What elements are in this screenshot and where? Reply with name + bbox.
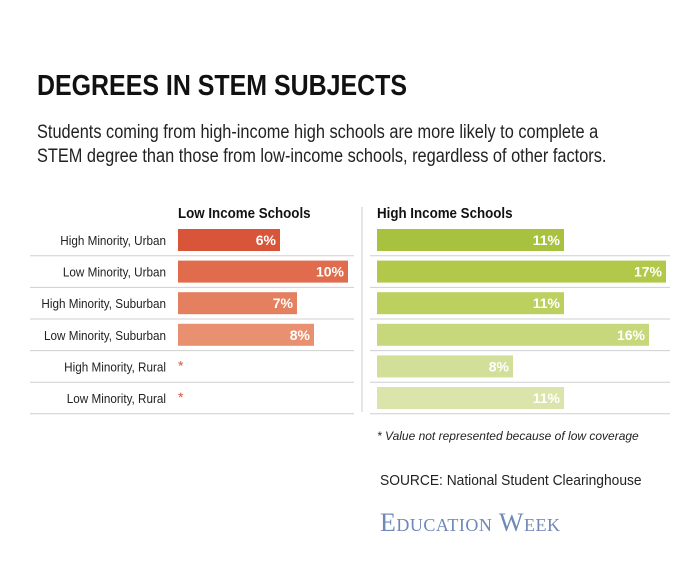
category-label: High Minority, Rural [64,360,166,375]
high-income-value-label: 17% [634,264,663,280]
high-income-value-label: 16% [617,327,646,343]
low-income-value-label: 6% [256,232,277,248]
high-income-value-label: 11% [533,390,561,406]
low-income-asterisk: * [178,357,184,373]
category-label: Low Minority, Urban [63,265,166,280]
education-week-logo: Education Week [380,508,561,537]
high-income-bar [377,292,564,315]
high-income-bar [377,387,564,409]
low-income-bar [178,229,280,251]
chart-title: DEGREES IN STEM SUBJECTS [37,70,408,102]
source-line: SOURCE: National Student Clearinghouse [380,472,642,489]
category-label: Low Minority, Rural [67,391,166,406]
high-income-value-label: 8% [489,358,510,374]
footnote: * Value not represented because of low c… [377,429,639,443]
low-income-value-label: 7% [273,295,294,311]
category-label: High Minority, Suburban [41,297,166,312]
low-income-value-label: 10% [316,264,345,280]
high-income-value-label: 11% [533,295,561,311]
low-income-value-label: 8% [290,327,311,343]
low-income-bar [178,260,348,283]
high-income-bar [377,260,666,283]
high-income-bar [377,229,564,251]
high-income-header: High Income Schools [377,204,513,221]
subtitle-line-1: Students coming from high-income high sc… [37,122,599,143]
category-label: High Minority, Urban [60,233,166,248]
category-label: Low Minority, Suburban [44,328,166,343]
high-income-bar [377,323,649,346]
high-income-value-label: 11% [533,232,561,248]
low-income-header: Low Income Schools [178,204,311,221]
subtitle-line-2: STEM degree than those from low-income s… [37,146,607,167]
low-income-bar [178,323,314,346]
low-income-asterisk: * [178,389,184,405]
high-income-bar [377,355,513,378]
low-income-bar [178,292,297,315]
chart-subtitle: Students coming from high-income high sc… [37,121,656,169]
